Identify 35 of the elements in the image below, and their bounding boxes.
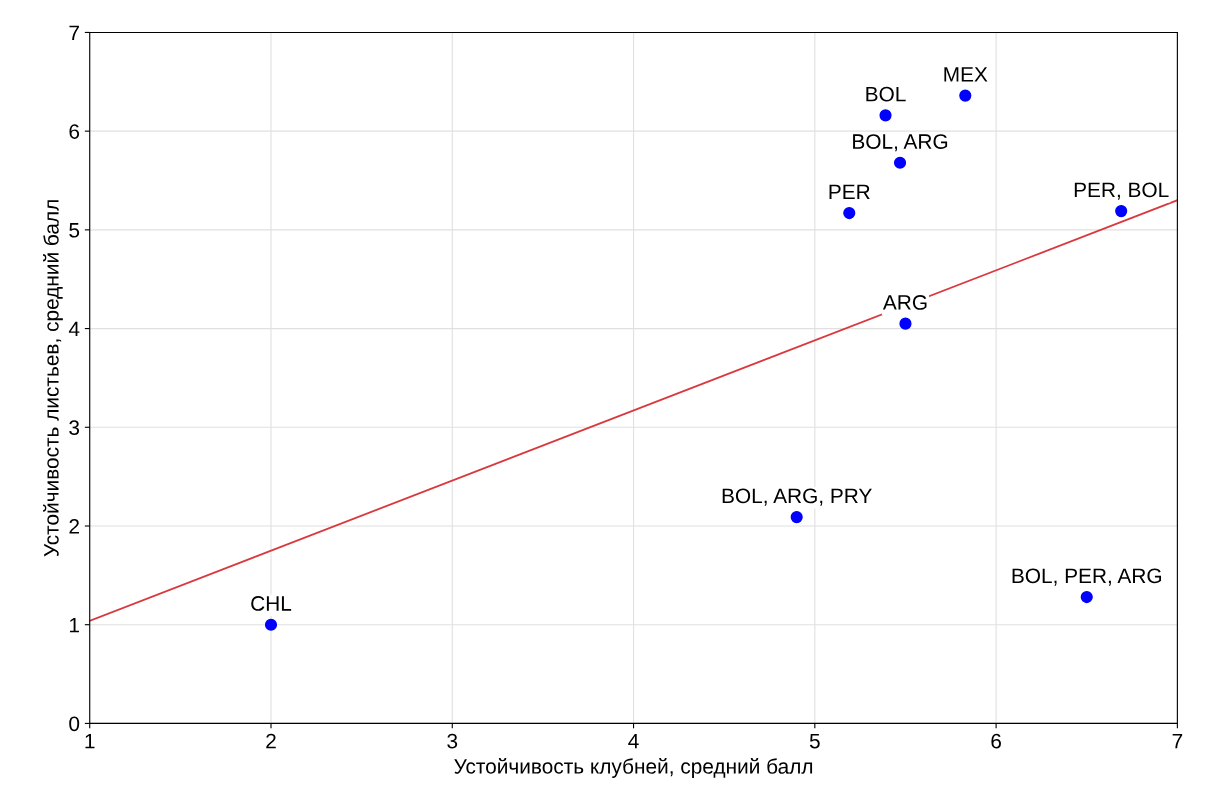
y-tick-label: 5 bbox=[69, 223, 80, 238]
y-tick-label: 7 bbox=[69, 25, 79, 40]
point bbox=[893, 156, 907, 169]
annotation: BOL, ARG bbox=[853, 134, 948, 152]
y-tick-label: 3 bbox=[69, 420, 80, 436]
x-tick-label: 2 bbox=[266, 733, 276, 749]
x-tick-label: 6 bbox=[991, 733, 1001, 749]
point bbox=[1080, 590, 1093, 604]
x-tick-label: 1 bbox=[85, 733, 95, 749]
x-tick-label: 5 bbox=[809, 733, 820, 749]
annotation: ARG bbox=[882, 295, 927, 310]
y-axis-title: Устойчивость листьев, средний балл bbox=[43, 200, 63, 557]
annotation: PER, BOL bbox=[1074, 182, 1169, 200]
x-axis-title: Устойчивость клубней, средний балл bbox=[454, 758, 813, 778]
point bbox=[790, 511, 803, 524]
annotation: PER bbox=[829, 184, 870, 200]
y-tick-label: 0 bbox=[69, 716, 80, 732]
y-tick-label: 4 bbox=[68, 321, 80, 337]
point bbox=[1115, 205, 1128, 218]
y-tick-label: 6 bbox=[69, 124, 80, 139]
annotation: MEX bbox=[944, 67, 988, 82]
y-tick-label: 1 bbox=[70, 617, 79, 633]
annotation: BOL bbox=[866, 86, 906, 102]
point bbox=[899, 317, 912, 330]
point bbox=[959, 89, 972, 102]
y-tick-label: 2 bbox=[69, 518, 79, 534]
point bbox=[879, 109, 892, 122]
x-tick-label: 4 bbox=[628, 733, 639, 749]
x-tick-label: 7 bbox=[1172, 733, 1183, 749]
annotation: BOL, PER, ARG bbox=[1012, 568, 1162, 586]
x-tick-label: 3 bbox=[447, 733, 458, 749]
annotation: CHL bbox=[251, 596, 292, 611]
point bbox=[264, 618, 278, 631]
annotation: BOL, ARG, PRY bbox=[722, 488, 872, 506]
point bbox=[843, 207, 856, 220]
